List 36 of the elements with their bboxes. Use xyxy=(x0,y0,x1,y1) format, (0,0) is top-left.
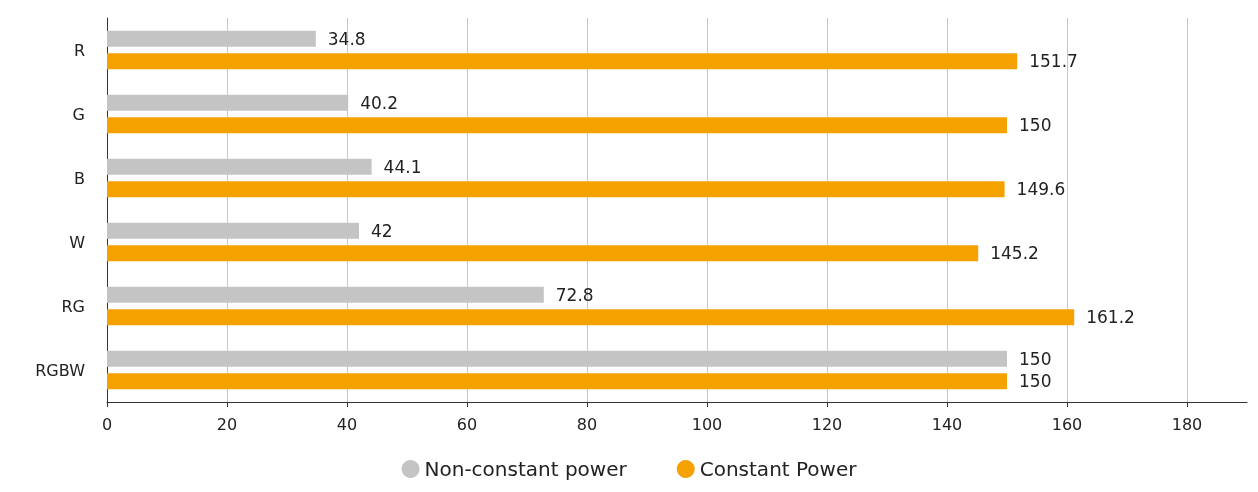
y-tick-label: RG xyxy=(61,296,85,316)
data-label: 145.2 xyxy=(990,243,1039,264)
data-label: 150 xyxy=(1019,371,1052,392)
data-label: 44.1 xyxy=(383,156,422,177)
legend-label: Non-constant power xyxy=(424,457,628,481)
data-label: 34.8 xyxy=(327,28,366,49)
x-tick-label: 80 xyxy=(576,414,598,434)
data-label: 151.7 xyxy=(1029,51,1078,72)
x-tick-label: 20 xyxy=(216,414,238,434)
data-label: 150 xyxy=(1019,348,1052,369)
x-tick-label: 100 xyxy=(691,414,723,434)
data-label: 40.2 xyxy=(360,92,399,113)
bar xyxy=(107,117,1007,134)
x-tick-label: 180 xyxy=(1171,414,1203,434)
y-tick-label: B xyxy=(74,168,85,188)
y-tick-label: R xyxy=(73,40,85,60)
bar xyxy=(107,53,1018,70)
bar xyxy=(107,245,979,262)
legend-label: Constant Power xyxy=(699,457,858,481)
x-tick-label: 120 xyxy=(811,414,843,434)
x-tick-label: 0 xyxy=(101,414,113,434)
bar xyxy=(107,373,1007,390)
data-label: 161.2 xyxy=(1086,307,1135,328)
x-tick-label: 60 xyxy=(456,414,478,434)
x-tick-label: 140 xyxy=(931,414,963,434)
data-label: 150 xyxy=(1019,115,1052,136)
x-tick-label: 160 xyxy=(1051,414,1083,434)
y-tick-label: G xyxy=(72,104,85,124)
y-tick-label: RGBW xyxy=(35,360,86,380)
bar xyxy=(107,181,1005,198)
data-label: 42 xyxy=(371,220,393,241)
y-tick-label: W xyxy=(69,232,86,252)
x-tick-label: 40 xyxy=(336,414,358,434)
bar xyxy=(107,309,1075,326)
data-label: 149.6 xyxy=(1016,179,1066,200)
data-label: 72.8 xyxy=(555,284,594,305)
